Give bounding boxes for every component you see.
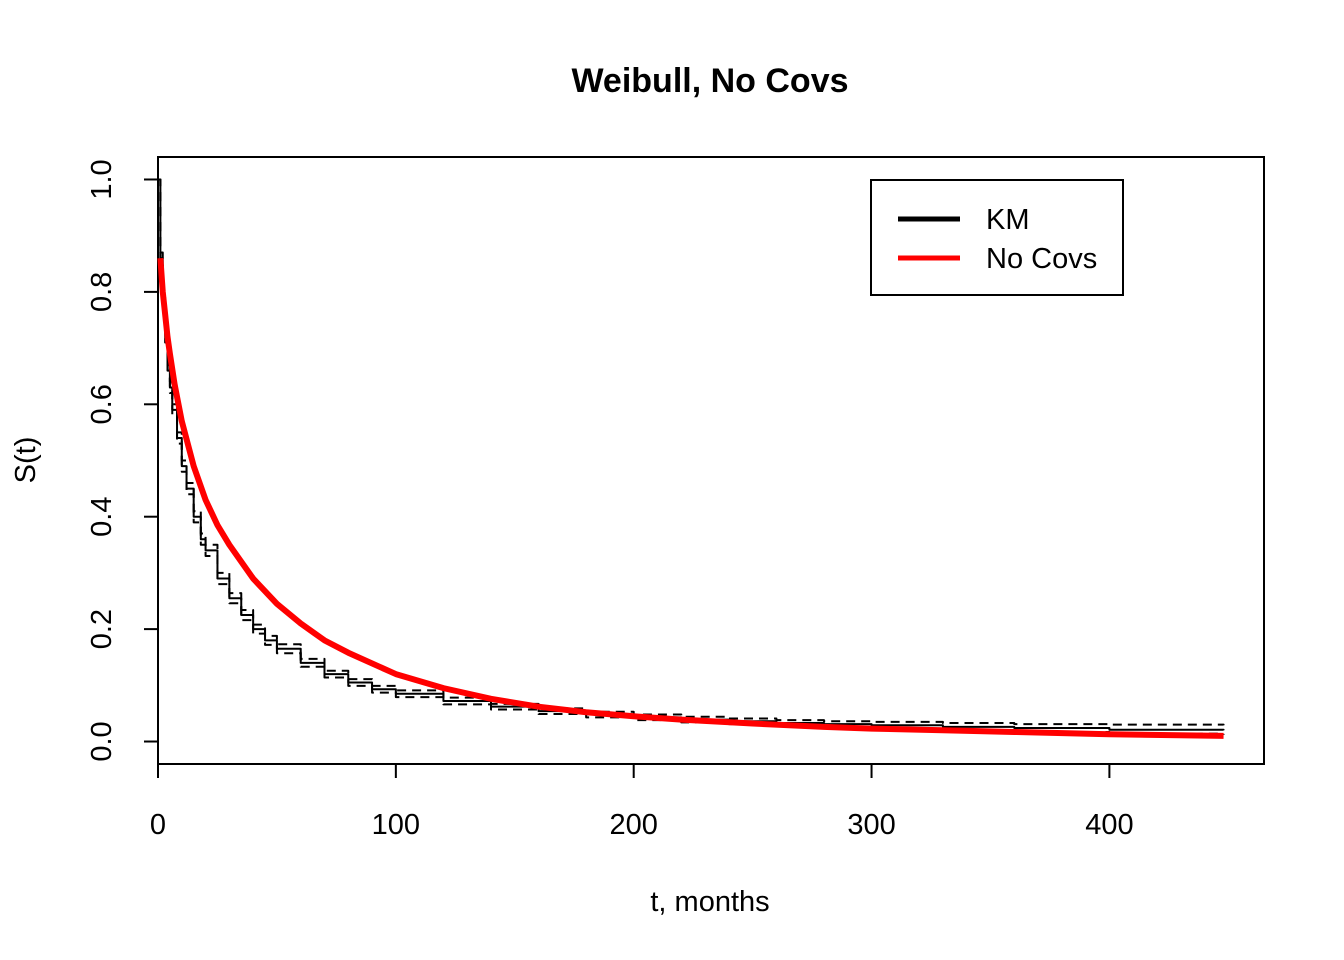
y-tick-label: 1.0 [86,159,118,199]
chart-title: Weibull, No Covs [571,62,848,100]
legend-box [870,179,1124,296]
x-axis: 0 100 200 300 400 [150,763,1134,841]
y-tick-label: 0.2 [86,609,118,649]
y-axis-label: S(t) [10,437,42,484]
legend: KM No Covs [870,179,1124,296]
x-axis-label: t, months [650,886,769,918]
y-axis: 0.0 0.2 0.4 0.6 0.8 1.0 [86,159,159,762]
y-tick-label: 0.6 [86,384,118,424]
series-km-upper [158,178,1225,726]
y-tick-label: 0.4 [86,497,118,537]
legend-label-km: KM [986,204,1030,236]
y-tick-label: 0.0 [86,721,118,761]
series-layer [157,178,1225,739]
x-tick-label: 100 [372,809,420,841]
x-tick-label: 400 [1085,809,1133,841]
x-tick-label: 200 [610,809,658,841]
y-tick-label: 0.8 [86,272,118,312]
legend-label-no-covs: No Covs [986,243,1097,275]
series-no-covs [157,257,1224,739]
x-tick-label: 0 [150,809,166,841]
x-tick-label: 300 [847,809,895,841]
